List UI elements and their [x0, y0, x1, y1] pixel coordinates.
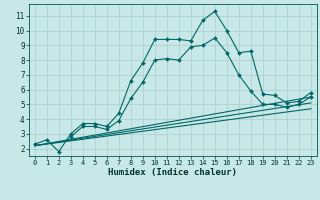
- X-axis label: Humidex (Indice chaleur): Humidex (Indice chaleur): [108, 168, 237, 177]
